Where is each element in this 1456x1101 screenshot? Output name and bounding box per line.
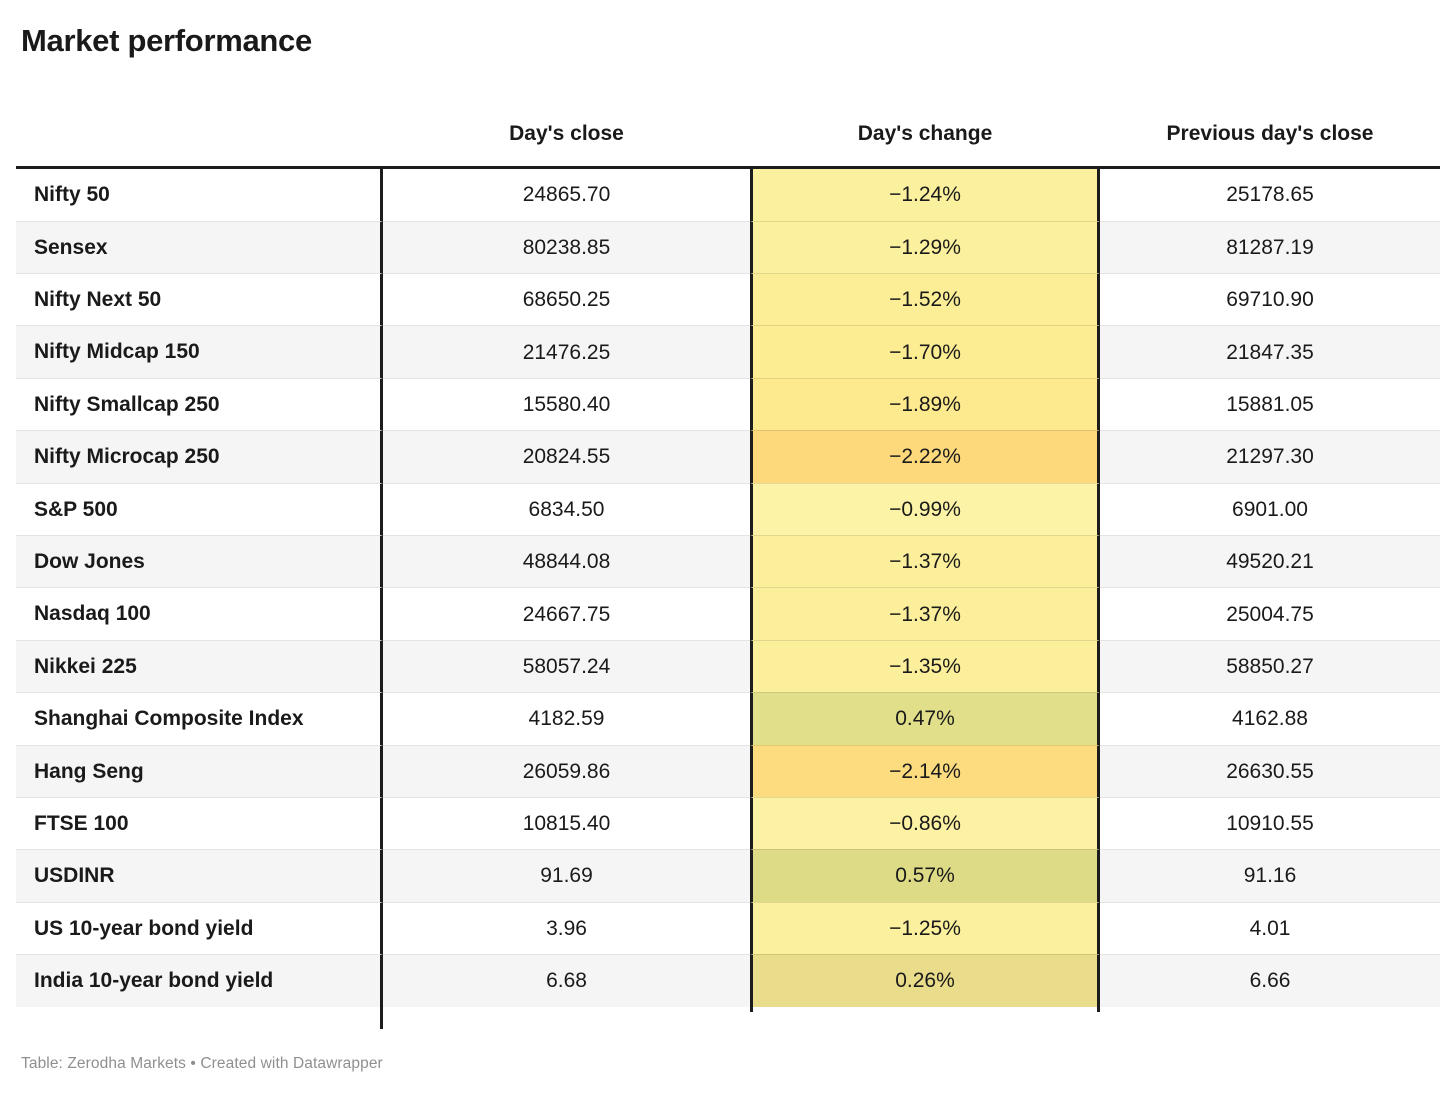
days-change-cell: −1.52%	[750, 273, 1100, 326]
days-close-value: 26059.86	[383, 744, 750, 797]
days-change-cell: −2.14%	[750, 744, 1100, 797]
row-label: Shanghai Composite Index	[16, 692, 383, 745]
table-row: S&P 500 6834.50 −0.99% 6901.00	[16, 482, 1440, 536]
days-close-value: 24667.75	[383, 587, 750, 639]
previous-close-value: 6.66	[1100, 954, 1440, 1007]
previous-close-value: 25004.75	[1100, 587, 1440, 639]
days-change-cell: 0.47%	[750, 692, 1100, 745]
previous-close-value: 10910.55	[1100, 796, 1440, 849]
row-label: Nifty Microcap 250	[16, 430, 383, 483]
days-change-cell: −1.37%	[750, 535, 1100, 588]
days-change-cell: −0.99%	[750, 482, 1100, 536]
row-label: Hang Seng	[16, 744, 383, 797]
days-close-value: 24865.70	[522, 183, 611, 207]
days-close-value: 91.69	[383, 849, 750, 902]
previous-close-value: 49520.21	[1100, 535, 1440, 588]
col-header-days-close: Day's close	[509, 122, 624, 146]
market-table: Nifty 50 24865.70 −1.24% 25178.65 Sensex…	[16, 166, 1440, 1029]
row-label: Nikkei 225	[16, 639, 383, 693]
days-change-cell: −2.22%	[750, 430, 1100, 483]
previous-close-value: 26630.55	[1100, 744, 1440, 797]
days-close-value: 3.96	[383, 901, 750, 954]
days-change-cell: −1.37%	[750, 587, 1100, 640]
table-header: Day's close Day's change Previous day's …	[16, 59, 1440, 166]
row-label: Sensex	[16, 220, 383, 274]
days-change-cell: −1.35%	[750, 639, 1100, 693]
days-change-cell: −1.25%	[750, 901, 1100, 955]
col-header-previous-close: Previous day's close	[1166, 122, 1374, 146]
previous-close-value: 4.01	[1100, 901, 1440, 954]
row-label: India 10-year bond yield	[16, 954, 383, 1007]
days-change-cell: −1.29%	[750, 220, 1100, 274]
days-close-value: 4182.59	[383, 692, 750, 744]
datawrapper-table-page: Market performance Day's close Day's cha…	[16, 23, 1440, 1072]
days-change-cell: 0.57%	[750, 849, 1100, 902]
table-row: Sensex 80238.85 −1.29% 81287.19	[16, 220, 1440, 274]
previous-close-value: 58850.27	[1100, 639, 1440, 693]
table-row: Nifty Next 50 68650.25 −1.52% 69710.90	[16, 273, 1440, 326]
days-close-value: 6.68	[383, 954, 750, 1007]
previous-close-value: 15881.05	[1100, 377, 1440, 430]
attribution-footer: Table: Zerodha Markets • Created with Da…	[21, 1054, 383, 1072]
table-row: Nifty 50 24865.70 −1.24% 25178.65	[16, 169, 1440, 221]
col-header-days-change: Day's change	[857, 122, 993, 146]
days-close-value: 68650.25	[383, 273, 750, 325]
previous-close-value: 91.16	[1100, 849, 1440, 902]
row-label: Nasdaq 100	[16, 587, 383, 640]
table-row: India 10-year bond yield 6.68 0.26% 6.66	[16, 954, 1440, 1007]
previous-close-value: 4162.88	[1100, 692, 1440, 744]
days-change-cell: −1.70%	[750, 325, 1100, 378]
change-column-footer-strip	[16, 1006, 1440, 1029]
table-row: FTSE 100 10815.40 −0.86% 10910.55	[16, 796, 1440, 850]
previous-close-value: 6901.00	[1100, 482, 1440, 535]
table-row: Nifty Microcap 250 20824.55 −2.22% 21297…	[16, 430, 1440, 483]
days-change-cell: 0.26%	[750, 954, 1100, 1007]
table-row: US 10-year bond yield 3.96 −1.25% 4.01	[16, 901, 1440, 955]
row-label: USDINR	[16, 849, 383, 902]
days-close-value: 20824.55	[383, 430, 750, 483]
days-close-value: 6834.50	[383, 482, 750, 535]
days-close-value: 15580.40	[383, 377, 750, 430]
row-label: Nifty Next 50	[16, 273, 383, 326]
table-row: Nasdaq 100 24667.75 −1.37% 25004.75	[16, 587, 1440, 640]
previous-close-value: 69710.90	[1100, 273, 1440, 325]
days-close-value: 10815.40	[383, 796, 750, 849]
row-label: S&P 500	[16, 482, 383, 536]
table-row: Nifty Smallcap 250 15580.40 −1.89% 15881…	[16, 377, 1440, 431]
page-title: Market performance	[21, 23, 312, 58]
days-close-value: 80238.85	[383, 220, 750, 274]
days-close-value: 21476.25	[383, 325, 750, 378]
previous-close-value: 25178.65	[1226, 183, 1314, 207]
row-label: Dow Jones	[16, 535, 383, 588]
days-change-cell: −1.89%	[750, 377, 1100, 431]
days-change-cell: −0.86%	[750, 796, 1100, 850]
previous-close-value: 21847.35	[1100, 325, 1440, 378]
previous-close-value: 21297.30	[1100, 430, 1440, 483]
row-label: US 10-year bond yield	[16, 901, 383, 955]
days-close-value: 48844.08	[383, 535, 750, 588]
change-column-extension	[750, 1006, 1100, 1012]
table-row: Nifty Midcap 150 21476.25 −1.70% 21847.3…	[16, 325, 1440, 378]
table-row: Hang Seng 26059.86 −2.14% 26630.55	[16, 744, 1440, 797]
days-change-cell: −1.24%	[750, 169, 1100, 221]
previous-close-value: 81287.19	[1100, 220, 1440, 274]
days-close-value: 58057.24	[383, 639, 750, 693]
table-row: Shanghai Composite Index 4182.59 0.47% 4…	[16, 692, 1440, 745]
table-row: Dow Jones 48844.08 −1.37% 49520.21	[16, 535, 1440, 588]
table-row: Nikkei 225 58057.24 −1.35% 58850.27	[16, 639, 1440, 693]
row-label: Nifty 50	[16, 169, 383, 221]
row-label: FTSE 100	[16, 796, 383, 850]
row-label: Nifty Midcap 150	[16, 325, 383, 378]
row-label: Nifty Smallcap 250	[16, 377, 383, 431]
table-row: USDINR 91.69 0.57% 91.16	[16, 849, 1440, 902]
